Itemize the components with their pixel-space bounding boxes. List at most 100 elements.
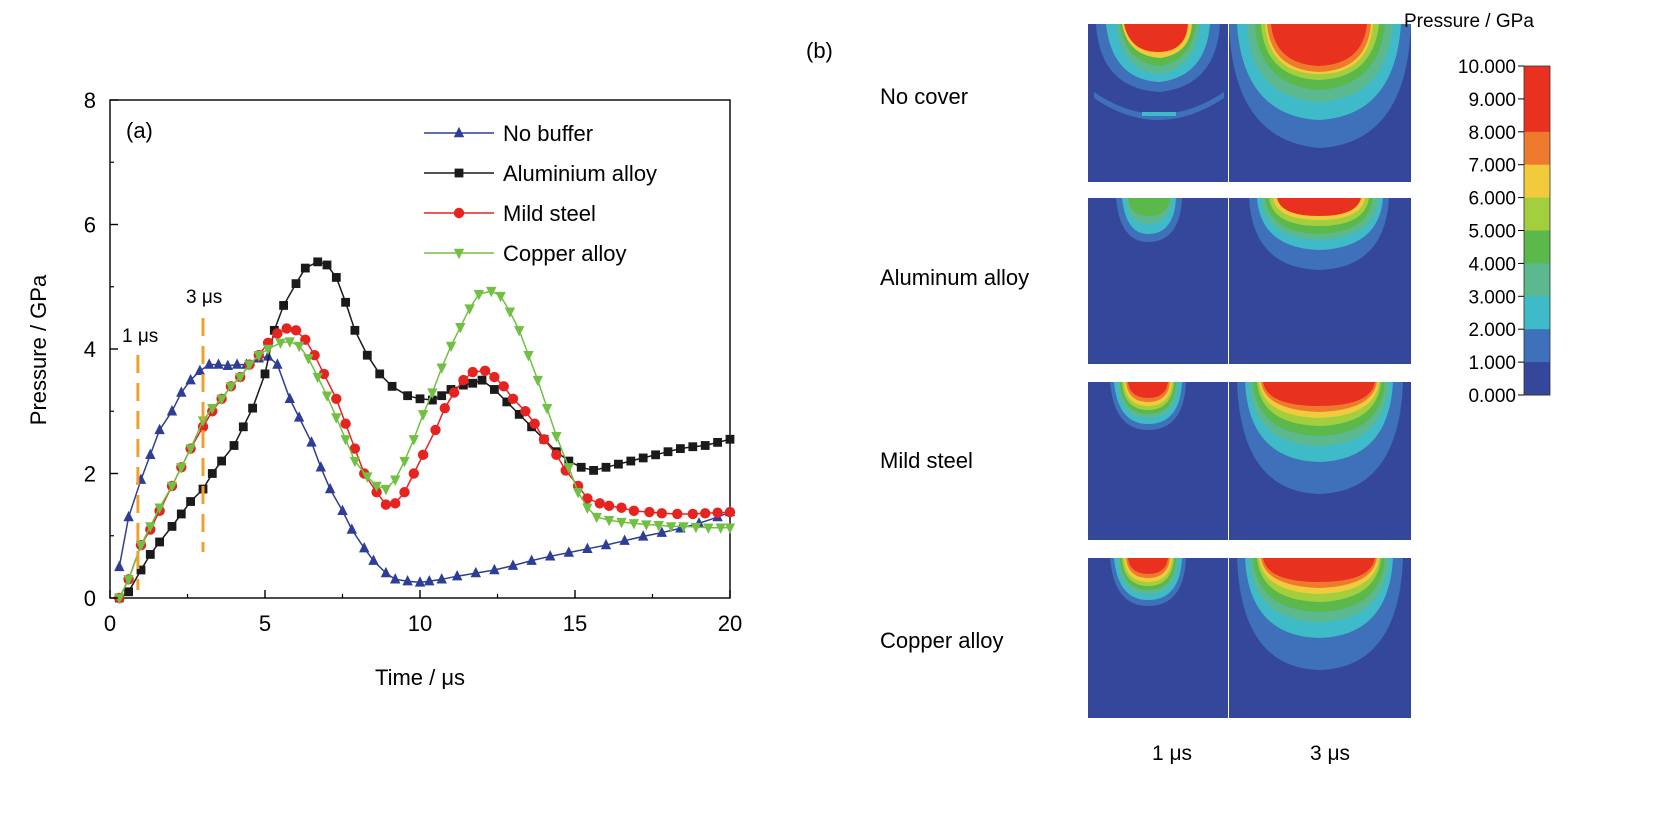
- data-point-no-buffer: [619, 534, 630, 545]
- contour-mild-steel-3us: [1229, 382, 1411, 540]
- data-point-mild-steel: [349, 443, 361, 454]
- data-point-no-buffer: [293, 411, 305, 422]
- data-point-copper-alloy: [603, 515, 615, 527]
- y-tick-label: 2: [84, 462, 96, 487]
- data-point-copper-alloy: [455, 323, 466, 334]
- x-tick-label: 15: [563, 611, 587, 636]
- legend-item-no-buffer: No buffer: [424, 121, 593, 146]
- data-point-no-buffer: [390, 573, 401, 584]
- colorbar-tick-label: 6.000: [1468, 189, 1516, 210]
- data-point-no-buffer: [368, 554, 379, 565]
- data-point-mild-steel: [603, 500, 615, 512]
- data-point-aluminium-alloy: [387, 381, 397, 391]
- colorbar: 10.000 9.000 8.000 7.000 6.000 5.000 4.000 3.00…: [1458, 57, 1551, 407]
- data-point-copper-alloy: [436, 363, 447, 374]
- colorbar-tick-label: 10.000: [1458, 57, 1516, 78]
- legend-label: Copper alloy: [503, 241, 627, 266]
- data-point-no-buffer: [204, 358, 215, 369]
- data-point-mild-steel: [529, 418, 540, 429]
- data-point-aluminium-alloy: [260, 369, 270, 379]
- data-point-aluminium-alloy: [589, 465, 598, 475]
- data-point-mild-steel: [498, 381, 509, 392]
- data-point-mild-steel: [628, 505, 640, 517]
- column-label-1us: 1 μs: [1152, 742, 1192, 765]
- contour-aluminum-alloy-1us: [1088, 198, 1228, 364]
- colorbar-segment: [1524, 362, 1550, 396]
- data-point-aluminium-alloy: [145, 550, 155, 559]
- data-point-no-buffer: [582, 542, 593, 554]
- data-point-no-buffer: [346, 523, 357, 534]
- contour-panel: (b) No cover Aluminum alloy Mild steel C…: [806, 11, 1551, 765]
- data-point-aluminium-alloy: [313, 257, 323, 267]
- data-point-no-buffer: [414, 576, 426, 587]
- data-point-copper-alloy: [293, 341, 305, 353]
- data-point-no-buffer: [145, 448, 156, 460]
- legend-marker: [453, 207, 465, 219]
- data-point-mild-steel: [724, 506, 736, 518]
- data-point-copper-alloy: [262, 344, 274, 356]
- data-point-mild-steel: [290, 325, 302, 336]
- data-point-aluminium-alloy: [502, 397, 512, 407]
- data-point-copper-alloy: [628, 519, 640, 530]
- data-point-no-buffer: [324, 482, 336, 494]
- contour-mild-steel-1us: [1088, 382, 1228, 540]
- y-tick-label: 0: [84, 586, 96, 611]
- data-point-mild-steel: [594, 498, 605, 509]
- colorbar-tick-label: 7.000: [1468, 156, 1516, 177]
- data-point-no-buffer: [380, 566, 392, 578]
- data-point-no-buffer: [337, 504, 348, 516]
- data-point-no-buffer: [424, 574, 435, 586]
- data-point-copper-alloy: [551, 431, 562, 443]
- data-point-copper-alloy: [176, 463, 187, 474]
- data-point-no-buffer: [315, 461, 326, 472]
- data-point-mild-steel: [380, 499, 392, 510]
- contour-no-cover-1us: [1088, 24, 1228, 182]
- data-point-aluminium-alloy: [291, 279, 301, 289]
- data-point-copper-alloy: [303, 354, 314, 365]
- data-point-copper-alloy: [690, 522, 702, 534]
- data-point-aluminium-alloy: [688, 442, 698, 452]
- data-point-no-buffer: [176, 386, 187, 397]
- data-point-copper-alloy: [349, 456, 361, 468]
- data-point-copper-alloy: [225, 382, 237, 393]
- axes: 0 5 10 15 20 0 2 4 6 8: [84, 88, 742, 636]
- data-point-aluminium-alloy: [437, 391, 447, 401]
- data-point-mild-steel: [700, 508, 711, 519]
- data-point-aluminium-alloy: [468, 378, 478, 388]
- data-point-mild-steel: [489, 371, 500, 383]
- data-point-mild-steel: [197, 421, 209, 433]
- colorbar-tick-label: 0.000: [1468, 386, 1516, 407]
- x-tick-label: 0: [104, 611, 116, 636]
- data-point-no-buffer: [507, 559, 519, 570]
- data-point-mild-steel: [390, 498, 401, 509]
- series-line-copper-alloy: [118, 290, 730, 599]
- series-layer: [114, 257, 736, 605]
- data-point-no-buffer: [185, 373, 196, 385]
- data-point-no-buffer: [166, 405, 178, 416]
- data-point-copper-alloy: [427, 388, 438, 399]
- data-point-no-buffer: [470, 566, 481, 578]
- data-point-aluminium-alloy: [229, 441, 239, 450]
- colorbar-segment: [1524, 197, 1550, 231]
- row-label-no-cover: No cover: [880, 84, 968, 109]
- data-point-copper-alloy: [235, 372, 246, 384]
- data-point-aluminium-alloy: [350, 325, 360, 335]
- data-point-copper-alloy: [244, 360, 255, 371]
- colorbar-segment: [1524, 263, 1550, 297]
- data-point-aluminium-alloy: [614, 459, 623, 469]
- colorbar-segment: [1524, 329, 1550, 363]
- data-point-copper-alloy: [514, 326, 525, 337]
- data-point-aluminium-alloy: [279, 301, 288, 310]
- colorbar-tick-label: 3.000: [1468, 287, 1516, 308]
- data-point-aluminium-alloy: [136, 565, 146, 575]
- contour-no-cover-3us: [1229, 24, 1411, 182]
- data-point-mild-steel: [371, 486, 382, 498]
- data-point-mild-steel: [467, 366, 478, 378]
- y-tick-label: 6: [84, 213, 96, 238]
- data-point-mild-steel: [672, 508, 683, 520]
- data-point-copper-alloy: [532, 375, 543, 387]
- data-point-no-buffer: [272, 358, 283, 369]
- data-point-aluminium-alloy: [331, 273, 341, 282]
- contour-aluminum-alloy-3us: [1229, 198, 1411, 364]
- x-axis-label: Time / μs: [375, 665, 465, 690]
